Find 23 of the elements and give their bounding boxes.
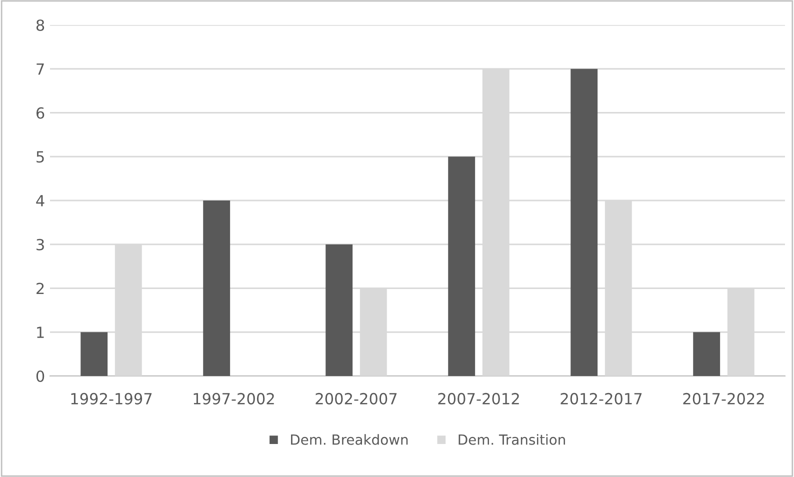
y-tick-label: 0 [36,370,44,382]
x-tick-label: 2002-2007 [316,392,397,404]
x-tick-label: 2007-2012 [438,392,519,404]
y-tick-label: 6 [36,107,44,119]
y-tick-label: 5 [36,151,44,163]
bar [570,68,598,376]
bar [448,156,476,376]
y-tick-label: 8 [36,19,44,32]
y-tick-label: 2 [36,282,44,294]
legend-label: Dem. Transition [458,434,565,445]
bar [693,332,720,376]
x-tick-label: 2017-2022 [683,392,764,404]
y-tick-label: 3 [36,238,44,250]
y-tick-label: 7 [36,64,44,75]
bar [326,244,353,376]
x-tick-label: 2012-2017 [560,392,642,404]
x-tick-label: 1997-2002 [194,392,274,404]
x-tick-label: 1992-1997 [71,392,152,404]
y-tick-label: 4 [36,195,44,206]
bar [203,200,230,376]
legend-label: Dem. Breakdown [291,434,408,445]
bar [80,332,108,376]
y-tick-label: 1 [37,326,44,338]
